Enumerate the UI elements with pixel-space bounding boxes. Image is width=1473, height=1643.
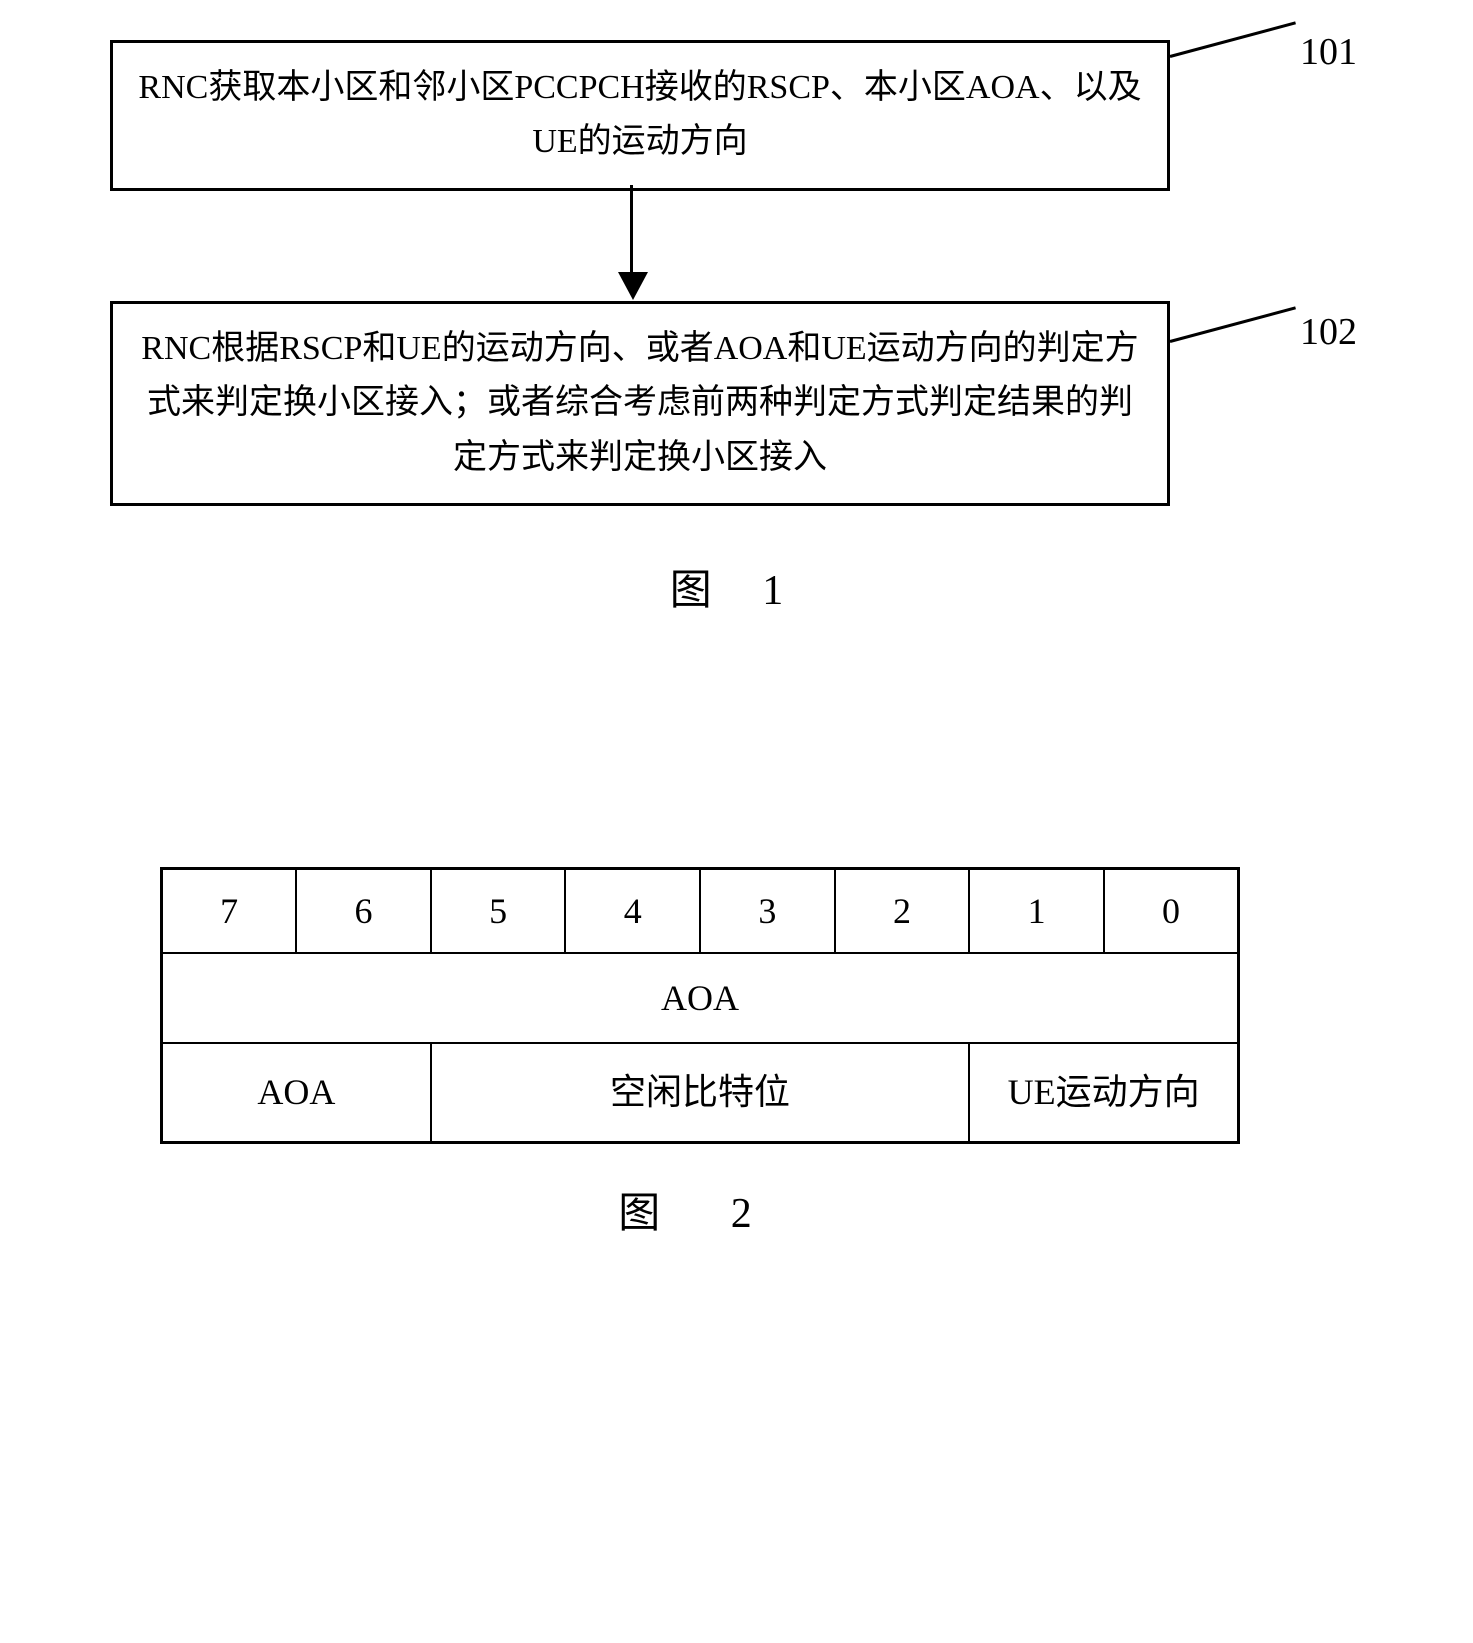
box-101-text: RNC获取本小区和邻小区PCCPCH接收的RSCP、本小区AOA、以及UE的运动… — [138, 69, 1141, 160]
bit-header-1: 1 — [969, 868, 1104, 953]
flowchart-figure-1: RNC获取本小区和邻小区PCCPCH接收的RSCP、本小区AOA、以及UE的运动… — [40, 40, 1433, 506]
box-102-text: RNC根据RSCP和UE的运动方向、或者AOA和UE运动方向的判定方式来判定换小… — [141, 330, 1138, 476]
figure-2-caption: 图 2 — [160, 1179, 1240, 1240]
bit-table: 7 6 5 4 3 2 1 0 AOA AOA 空闲比特位 UE运动方向 — [160, 867, 1240, 1145]
table-aoa-full-row: AOA — [162, 953, 1239, 1043]
connector-line-101 — [1170, 21, 1296, 58]
bit-header-7: 7 — [162, 868, 297, 953]
aoa-partial-cell: AOA — [162, 1043, 431, 1143]
spacer — [40, 617, 1433, 867]
bit-header-4: 4 — [565, 868, 700, 953]
table-bottom-row: AOA 空闲比特位 UE运动方向 — [162, 1043, 1239, 1143]
arrow-head — [618, 272, 648, 300]
bit-header-2: 2 — [835, 868, 970, 953]
flowchart-box-101: RNC获取本小区和邻小区PCCPCH接收的RSCP、本小区AOA、以及UE的运动… — [110, 40, 1170, 191]
label-101: 101 — [1300, 30, 1357, 74]
bit-table-container: 7 6 5 4 3 2 1 0 AOA AOA 空闲比特位 UE运动方向 — [160, 867, 1240, 1145]
figure-1-caption: 图 1 — [40, 556, 1433, 617]
bit-header-0: 0 — [1104, 868, 1239, 953]
bit-header-6: 6 — [296, 868, 431, 953]
connector-line-102 — [1170, 306, 1296, 343]
diagram-container: RNC获取本小区和邻小区PCCPCH接收的RSCP、本小区AOA、以及UE的运动… — [40, 40, 1433, 1240]
table-header-row: 7 6 5 4 3 2 1 0 — [162, 868, 1239, 953]
idle-bits-cell: 空闲比特位 — [431, 1043, 970, 1143]
label-102: 102 — [1300, 310, 1357, 354]
aoa-full-cell: AOA — [162, 953, 1239, 1043]
arrow-shaft — [630, 185, 633, 280]
bit-header-5: 5 — [431, 868, 566, 953]
bit-header-3: 3 — [700, 868, 835, 953]
flowchart-box-102: RNC根据RSCP和UE的运动方向、或者AOA和UE运动方向的判定方式来判定换小… — [110, 301, 1170, 506]
ue-direction-cell: UE运动方向 — [969, 1043, 1238, 1143]
